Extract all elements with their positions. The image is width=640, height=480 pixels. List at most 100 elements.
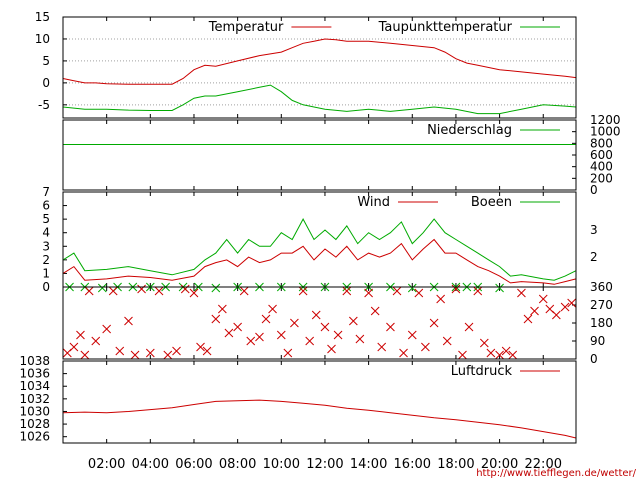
x-tick-label: 12:00 — [306, 457, 343, 472]
scatter-point — [108, 286, 118, 296]
y-tick-label: 4 — [42, 226, 50, 240]
scatter-point — [421, 342, 430, 352]
x-tick-label: 10:00 — [263, 457, 300, 472]
scatter-point — [392, 286, 402, 296]
scatter-point — [523, 314, 533, 324]
y-tick-label: 1028 — [19, 417, 50, 431]
x-tick-label: 18:00 — [437, 457, 474, 472]
y-tick-label: -5 — [38, 98, 50, 112]
scatter-point — [407, 283, 417, 293]
scatter-point — [154, 286, 164, 296]
scatter-point — [84, 286, 94, 296]
y-tick-label: 6 — [42, 199, 50, 213]
scatter-point — [495, 283, 504, 293]
scatter-point — [501, 346, 511, 356]
scatter-point — [342, 286, 352, 296]
x-tick-label: 04:00 — [132, 457, 169, 472]
scatter-point — [305, 336, 315, 346]
legend-label: Wind — [357, 195, 390, 210]
y-tick-label: 180 — [590, 316, 613, 330]
scatter-point — [386, 322, 395, 332]
scatter-point — [163, 350, 173, 360]
y-tick-label: 200 — [590, 171, 613, 185]
right-scale-label: 2 — [590, 250, 598, 264]
scatter-point — [355, 334, 365, 344]
y-tick-label: 1030 — [19, 404, 50, 418]
scatter-point — [364, 288, 373, 298]
y-tick-label: 0 — [590, 183, 598, 197]
scatter-point — [429, 318, 439, 328]
y-tick-label: 3 — [42, 239, 50, 253]
scatter-point — [218, 304, 227, 314]
scatter-point — [551, 310, 561, 320]
panel-frame — [62, 119, 577, 191]
line-series-luftdruck — [62, 399, 577, 439]
legend-label: Temperatur — [208, 20, 284, 35]
scatter-point — [268, 304, 277, 314]
scatter-point — [239, 286, 249, 296]
scatter-point — [261, 314, 271, 324]
scatter-point — [196, 342, 205, 352]
scatter-point — [115, 346, 125, 356]
scatter-point — [538, 294, 548, 304]
legend-label: Taupunkttemperatur — [378, 20, 513, 35]
scatter-point — [80, 350, 90, 360]
line-series-temperatur — [62, 38, 577, 85]
y-tick-label: 5 — [42, 212, 50, 226]
scatter-point — [508, 350, 518, 360]
scatter-point — [172, 346, 181, 356]
y-tick-label: 1000 — [590, 125, 621, 139]
scatter-point — [211, 314, 221, 324]
scatter-point — [320, 322, 330, 332]
scatter-point — [407, 330, 417, 340]
scatter-point — [473, 286, 483, 296]
chart-panels: -5051015TaupunkttemperaturTemperatur0200… — [19, 10, 620, 444]
y-tick-label: 0 — [590, 352, 598, 366]
scatter-point — [442, 336, 452, 346]
x-tick-label: 02:00 — [88, 457, 125, 472]
line-series-taupunkttemperatur — [62, 84, 577, 115]
scatter-point — [458, 350, 467, 360]
scatter-point — [189, 288, 199, 298]
scatter-point — [290, 318, 299, 328]
y-tick-label: 1036 — [19, 367, 50, 381]
scatter-point — [560, 302, 570, 312]
scatter-point — [255, 332, 264, 342]
scatter-point — [145, 348, 155, 358]
y-tick-label: 1026 — [19, 430, 50, 444]
line-series-boeen — [62, 218, 577, 281]
scatter-point — [451, 284, 461, 294]
legend-label: Niederschlag — [427, 123, 512, 138]
scatter-point — [130, 350, 140, 360]
y-tick-label: 90 — [590, 334, 605, 348]
y-tick-label: 270 — [590, 298, 613, 312]
panel-frame — [62, 360, 577, 444]
scatter-point — [333, 330, 343, 340]
y-tick-label: 1038 — [19, 354, 50, 368]
scatter-point — [464, 322, 474, 332]
y-tick-label: 0 — [42, 76, 50, 90]
scatter-point — [233, 322, 242, 332]
panel-frame — [62, 286, 577, 360]
scatter-point — [180, 284, 190, 294]
y-tick-label: 400 — [590, 160, 613, 174]
scatter-point — [102, 324, 112, 334]
scatter-point — [124, 316, 133, 326]
scatter-point — [495, 350, 504, 360]
right-scale-label: 3 — [590, 223, 598, 237]
y-tick-label: 0 — [42, 280, 50, 294]
scatter-point — [479, 338, 489, 348]
scatter-point — [311, 310, 321, 320]
y-tick-label: 10 — [35, 32, 50, 46]
scatter-point — [486, 348, 496, 358]
scatter-point — [246, 336, 256, 346]
scatter-point — [202, 346, 212, 356]
y-tick-label: 1 — [42, 266, 50, 280]
x-tick-label: 08:00 — [219, 457, 256, 472]
x-tick-label: 06:00 — [175, 457, 212, 472]
scatter-point — [348, 316, 358, 326]
